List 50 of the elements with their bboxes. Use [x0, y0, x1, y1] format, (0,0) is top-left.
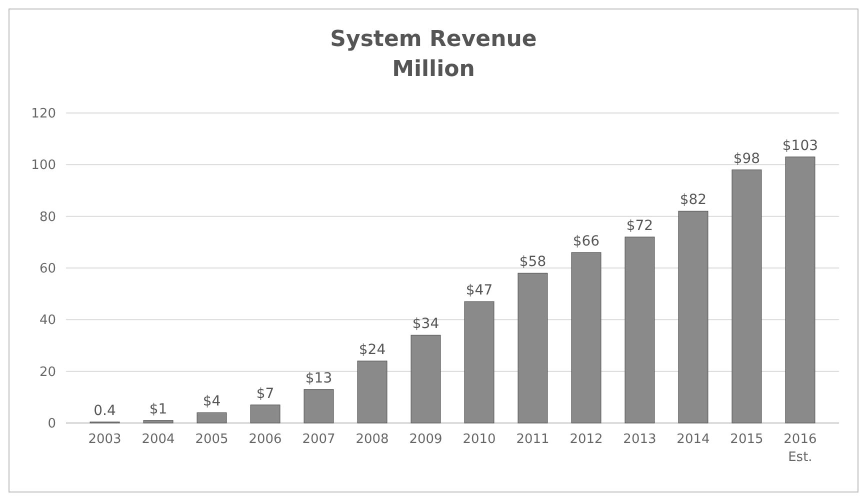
data-label: $1: [149, 401, 168, 418]
chart-subtitle: Million: [392, 57, 475, 82]
bar: [624, 236, 655, 424]
data-label: $4: [202, 394, 221, 410]
x-tick-label: 2012: [570, 432, 603, 447]
x-tick-label: 2009: [409, 432, 442, 447]
x-tick-label: 2015: [730, 432, 764, 447]
data-label: $66: [572, 234, 600, 250]
x-tick-label: 2005: [195, 432, 228, 447]
bar: [678, 210, 708, 424]
bar: [518, 272, 548, 424]
x-tick-label: 2011: [516, 432, 550, 447]
y-tick-label: 0: [48, 416, 56, 432]
bar: [464, 301, 494, 424]
data-label: $58: [519, 254, 546, 270]
x-tick-label: 2007: [302, 432, 336, 447]
data-label: $24: [358, 342, 386, 358]
bar: [732, 170, 762, 424]
bar: [357, 360, 388, 424]
y-tick-label: 120: [31, 106, 56, 122]
bar: [410, 334, 441, 424]
x-tick-label: 2004: [142, 432, 175, 447]
data-label: $34: [412, 316, 440, 332]
data-label: $72: [626, 218, 654, 234]
data-label: $7: [256, 386, 274, 402]
x-tick-label: 2014: [676, 432, 710, 447]
x-tick-label: 2016 Est.: [784, 432, 817, 465]
data-label: $103: [782, 138, 818, 154]
bar: [571, 252, 602, 424]
bar: [143, 420, 174, 424]
data-label: $82: [680, 192, 707, 208]
bar: [304, 389, 334, 424]
bar: [785, 156, 816, 424]
data-label: $47: [466, 282, 493, 299]
data-label: $13: [305, 370, 332, 386]
x-tick-label: 2006: [248, 432, 282, 447]
bar: [196, 412, 227, 424]
data-label: $98: [733, 150, 760, 167]
y-tick-label: 80: [39, 210, 56, 225]
x-tick-label: 2008: [356, 432, 389, 447]
x-tick-label: 2013: [623, 432, 656, 447]
y-tick-label: 60: [39, 262, 56, 277]
chart-title: System Revenue: [330, 27, 537, 52]
x-tick-label: 2003: [88, 432, 122, 447]
bar: [250, 404, 280, 424]
data-label: 0.4: [94, 402, 116, 419]
y-tick-label: 100: [31, 158, 56, 174]
x-tick-label: 2010: [462, 432, 496, 447]
y-tick-label: 20: [39, 364, 56, 380]
y-tick-label: 40: [39, 313, 56, 328]
